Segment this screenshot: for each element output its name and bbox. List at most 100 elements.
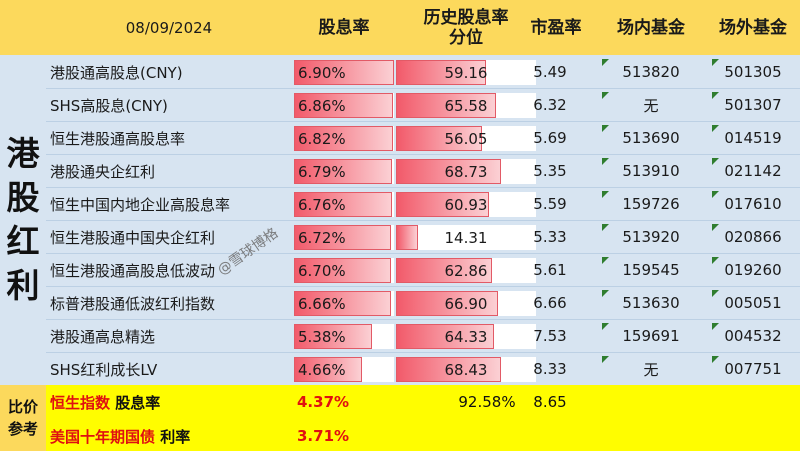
- fund-out-marker-icon: [712, 191, 719, 198]
- yield-value: 6.66%: [298, 294, 346, 313]
- bond-suffix: 利率: [155, 427, 191, 446]
- hist-cell: 60.93: [396, 192, 536, 217]
- side-title: 港股红利: [0, 55, 46, 385]
- yield-bar: [294, 192, 392, 217]
- table-row: 港股通高息精选 5.38% 64.33 7.53 159691 004532: [46, 319, 800, 353]
- hist-bar: [396, 159, 501, 184]
- hist-bar: [396, 126, 482, 151]
- yield-cell: 5.38%: [294, 324, 394, 349]
- table-header: 08/09/2024 股息率 历史股息率 分位 市盈率 场内基金 场外基金: [0, 0, 800, 55]
- hist-cell: 14.31: [396, 225, 536, 250]
- index-name: SHS高股息(CNY): [50, 96, 168, 115]
- fund-out-code: 004532: [724, 327, 782, 345]
- yield-value: 4.66%: [298, 360, 346, 379]
- yield-value: 6.76%: [298, 195, 346, 214]
- table-row: 港股通央企红利 6.79% 68.73 5.35 513910 021142: [46, 154, 800, 188]
- hist-bar: [396, 291, 498, 316]
- hist-bar: [396, 357, 501, 382]
- bond-name: 美国十年期国债: [50, 427, 156, 446]
- col-yield-header: 股息率: [318, 17, 370, 38]
- fund-in-marker-icon: [602, 191, 609, 198]
- yield-bar: [294, 225, 391, 250]
- pe-value: 6.66: [533, 294, 567, 312]
- fund-in-code: 159691: [622, 327, 680, 345]
- pe-value: 5.33: [533, 228, 567, 246]
- hist-bar: [396, 93, 496, 118]
- yield-cell: 6.82%: [294, 126, 394, 151]
- fund-in-marker-icon: [602, 224, 609, 231]
- hist-bar: [396, 225, 418, 250]
- fund-in-code: 513910: [622, 162, 680, 180]
- hist-bar: [396, 60, 486, 85]
- yield-cell: 6.76%: [294, 192, 394, 217]
- yield-bar: [294, 258, 391, 283]
- yield-value: 6.70%: [298, 261, 346, 280]
- yield-cell: 4.66%: [294, 357, 394, 382]
- row-divider: [46, 220, 800, 221]
- fund-out-marker-icon: [712, 224, 719, 231]
- fund-in-marker-icon: [602, 92, 609, 99]
- fund-out-code: 021142: [724, 162, 782, 180]
- hist-value: 62.86: [444, 261, 488, 280]
- row-divider: [46, 319, 800, 320]
- fund-in-marker-icon: [602, 125, 609, 132]
- col-pe-header: 市盈率: [530, 17, 582, 38]
- fund-out-code: 019260: [724, 261, 782, 279]
- fund-out-code: 007751: [724, 360, 782, 378]
- yield-bar: [294, 291, 391, 316]
- fund-in-marker-icon: [602, 158, 609, 165]
- yield-value: 6.86%: [298, 96, 346, 115]
- index-name: 恒生港股通高股息率: [50, 129, 186, 148]
- index-name: 港股通央企红利: [50, 162, 156, 181]
- pe-value: 5.61: [533, 261, 567, 279]
- pe-value: 5.69: [533, 129, 567, 147]
- yield-value: 5.38%: [298, 327, 346, 346]
- col-hist-header: 历史股息率 分位: [423, 7, 509, 48]
- hist-value: 68.43: [444, 360, 488, 379]
- hist-cell: 62.86: [396, 258, 536, 283]
- pe-value: 6.32: [533, 96, 567, 114]
- fund-out-code: 017610: [724, 195, 782, 213]
- yield-value: 6.90%: [298, 63, 346, 82]
- index-name: 港股通高股息(CNY): [50, 63, 183, 82]
- fund-out-marker-icon: [712, 59, 719, 66]
- hist-cell: 68.43: [396, 357, 536, 382]
- pe-value: 5.49: [533, 63, 567, 81]
- index-name: 标普港股通低波红利指数: [50, 294, 216, 313]
- hist-value: 59.16: [444, 63, 488, 82]
- fund-in-marker-icon: [602, 59, 609, 66]
- hist-value: 66.90: [444, 294, 488, 313]
- index-name: 恒生港股通高股息低波动: [50, 261, 216, 280]
- row-divider: [46, 286, 800, 287]
- hsi-yield: 4.37%: [297, 393, 350, 411]
- hist-value: 60.93: [444, 195, 488, 214]
- index-name: SHS红利成长LV: [50, 360, 158, 379]
- yield-cell: 6.66%: [294, 291, 394, 316]
- fund-out-code: 014519: [724, 129, 782, 147]
- index-name: 恒生中国内地企业高股息率: [50, 195, 231, 214]
- yield-value: 6.79%: [298, 162, 346, 181]
- yield-bar: [294, 324, 372, 349]
- hsi-name: 恒生指数: [50, 393, 111, 412]
- table-row: SHS高股息(CNY) 6.86% 65.58 6.32 无 501307: [46, 88, 800, 122]
- row-divider: [46, 121, 800, 122]
- table-row: 恒生港股通中国央企红利 6.72% 14.31 5.33 513920 020866: [46, 220, 800, 254]
- yield-value: 6.72%: [298, 228, 346, 247]
- hist-cell: 65.58: [396, 93, 536, 118]
- table-row: 恒生港股通高股息率 6.82% 56.05 5.69 513690 014519: [46, 121, 800, 155]
- reference-row-bond: 美国十年期国债 利率 3.71%: [46, 421, 800, 451]
- bond-rate: 3.71%: [297, 427, 350, 445]
- col-fund-out-header: 场外基金: [719, 17, 787, 38]
- fund-out-code: 501305: [724, 63, 782, 81]
- fund-in-marker-icon: [602, 323, 609, 330]
- pe-value: 5.35: [533, 162, 567, 180]
- hist-cell: 68.73: [396, 159, 536, 184]
- hist-value: 64.33: [444, 327, 488, 346]
- date-label: 08/09/2024: [125, 18, 213, 37]
- fund-in-code: 159726: [622, 195, 680, 213]
- hist-value: 65.58: [444, 96, 488, 115]
- yield-cell: 6.79%: [294, 159, 394, 184]
- hist-value: 14.31: [444, 228, 488, 247]
- yield-bar: [294, 60, 394, 85]
- hist-bar: [396, 192, 489, 217]
